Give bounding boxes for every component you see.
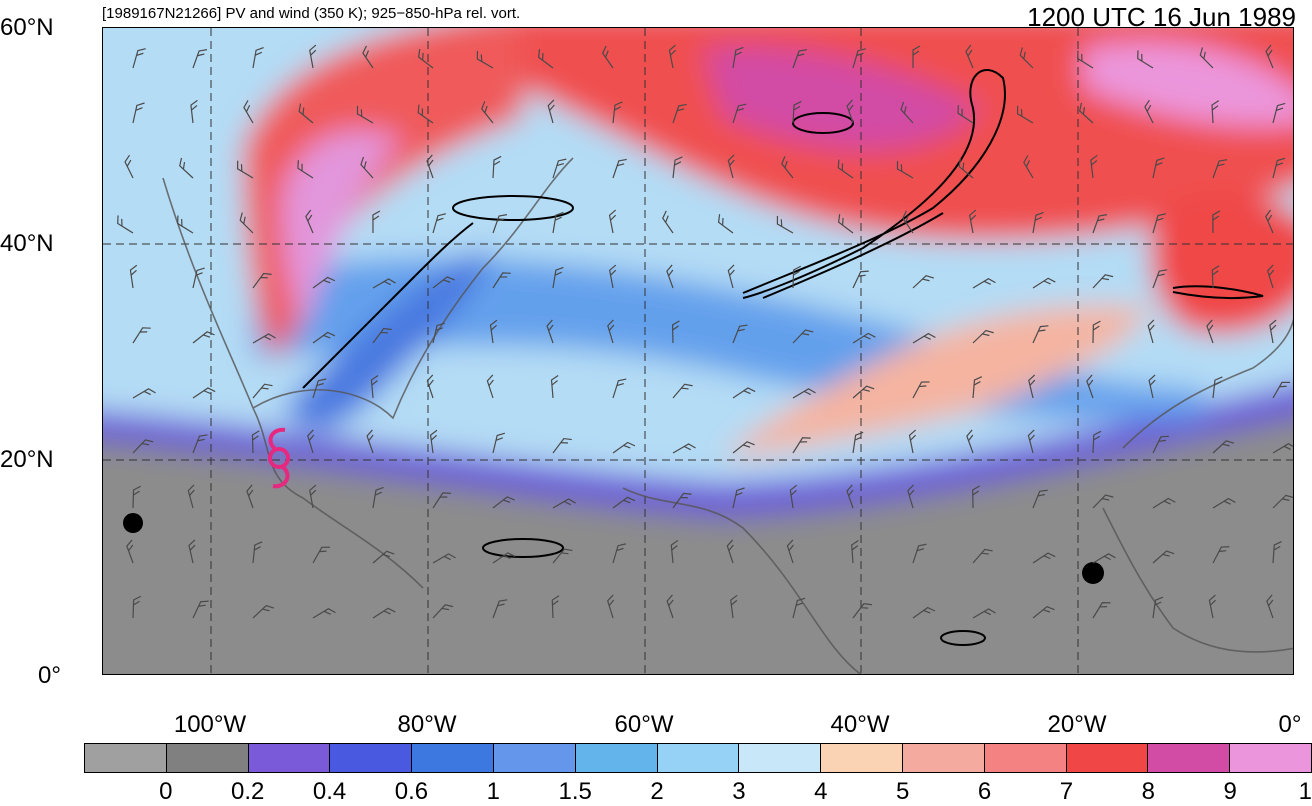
colorbar-swatch	[821, 744, 903, 772]
colorbar-swatch	[902, 744, 985, 772]
colorbar-label: 2	[650, 778, 664, 805]
colorbar-swatch	[1230, 744, 1311, 772]
colorbar-label: 7	[1059, 778, 1074, 805]
colorbar-label: 9	[1223, 778, 1237, 805]
colorbar-swatch	[330, 744, 413, 772]
lon-label-80w: 80°W	[397, 711, 457, 738]
pv-wind-map	[102, 27, 1294, 675]
colorbar	[84, 743, 1312, 773]
colorbar-label: 3	[732, 778, 746, 805]
lon-label-40w: 40°W	[830, 711, 890, 738]
lat-label-40n: 40°N	[0, 230, 54, 257]
colorbar-label: 4	[814, 778, 828, 805]
colorbar-swatch	[166, 744, 249, 772]
colorbar-swatch	[248, 744, 331, 772]
colorbar-label: 0.6	[394, 778, 429, 805]
tropical-cyclone-icon	[268, 427, 290, 489]
lat-label-0: 0°	[38, 662, 61, 689]
figure-title: [1989167N21266] PV and wind (350 K); 925…	[102, 5, 521, 22]
lon-label-100w: 100°W	[173, 711, 247, 738]
colorbar-swatch	[493, 744, 576, 772]
colorbar-label: 8	[1141, 778, 1155, 805]
colorbar-swatch	[1148, 744, 1231, 772]
colorbar-label: 0	[159, 778, 173, 805]
colorbar-swatch	[657, 744, 740, 772]
colorbar-label: 1.5	[558, 778, 592, 805]
colorbar-swatch	[412, 744, 494, 772]
lon-label-20w: 20°W	[1047, 711, 1107, 738]
colorbar-swatch	[1066, 744, 1149, 772]
lon-label-0: 0°	[1278, 711, 1302, 738]
colorbar-swatch	[85, 744, 167, 772]
colorbar-label: 10	[1298, 778, 1312, 805]
colorbar-label: 5	[895, 778, 910, 805]
colorbar-swatch	[984, 744, 1067, 772]
colorbar-label: 6	[977, 778, 992, 805]
colorbar-label: 1	[486, 778, 501, 805]
colorbar-swatch	[575, 744, 658, 772]
colorbar-label: 0.4	[312, 778, 347, 805]
colorbar-swatch	[739, 744, 822, 772]
lon-label-60w: 60°W	[614, 711, 674, 738]
lat-label-20n: 20°N	[0, 446, 54, 473]
lat-label-60n: 60°N	[0, 14, 54, 41]
colorbar-label: 0.2	[231, 778, 265, 805]
